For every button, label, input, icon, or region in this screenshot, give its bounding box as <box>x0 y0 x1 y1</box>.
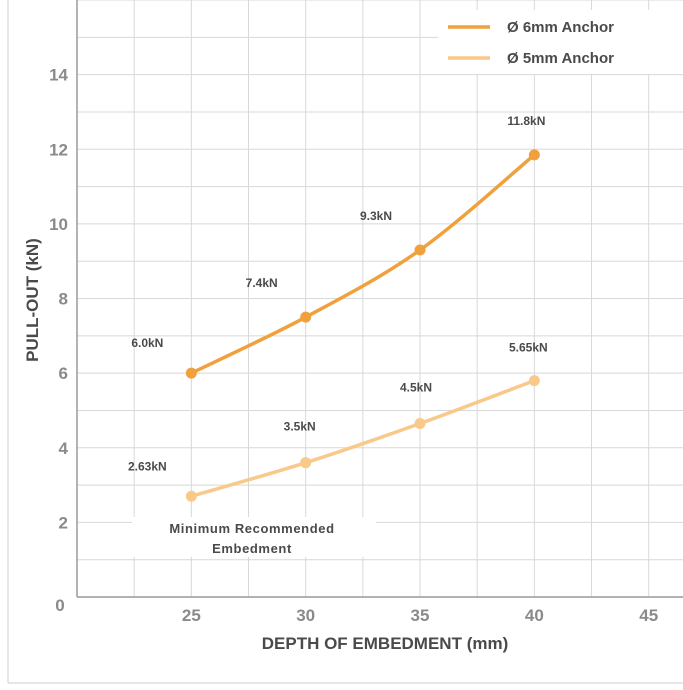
data-label-6mm: 6.0kN <box>131 336 163 350</box>
annotation-group: Minimum Recommended Embedment <box>132 517 376 557</box>
grid <box>77 0 683 597</box>
y-tick-label: 10 <box>49 215 68 234</box>
data-point-6mm <box>528 149 540 161</box>
data-label-6mm: 7.4kN <box>246 276 278 290</box>
annotation-line-2: Embedment <box>212 541 292 556</box>
y-tick-label: 14 <box>49 66 68 85</box>
data-label-5mm: 3.5kN <box>284 420 316 434</box>
legend-label-6mm: Ø 6mm Anchor <box>507 19 614 36</box>
x-axis-title: DEPTH OF EMBEDMENT (mm) <box>262 634 509 653</box>
legend-label-5mm: Ø 5mm Anchor <box>507 50 614 67</box>
data-point-5mm <box>300 457 312 469</box>
data-label-5mm: 5.65kN <box>509 341 548 355</box>
legend-background <box>438 10 683 74</box>
data-point-6mm <box>414 244 426 256</box>
series-group <box>185 149 540 502</box>
data-labels: 6.0kN 7.4kN 9.3kN 11.8kN 2.63kN 3.5kN 4.5kN 5.6… <box>128 114 548 473</box>
x-tick-label: 25 <box>182 606 201 625</box>
data-point-5mm <box>185 490 197 502</box>
axes: 2 4 6 8 10 12 14 0 25 30 35 40 45 <box>7 0 683 684</box>
legend: Ø 6mm Anchor Ø 5mm Anchor <box>438 10 683 74</box>
x-tick-label: 30 <box>296 606 315 625</box>
y-tick-label: 8 <box>59 290 68 309</box>
y-tick-label: 6 <box>59 364 68 383</box>
x-tick-label: 35 <box>411 606 430 625</box>
x-tick-label: 45 <box>639 606 658 625</box>
y-axis-title: PULL-OUT (kN) <box>23 238 42 362</box>
y-tick-label: 12 <box>49 140 68 159</box>
data-label-6mm: 11.8kN <box>507 114 545 128</box>
annotation-background <box>132 517 376 557</box>
origin-tick-label: 0 <box>55 596 64 615</box>
x-tick-label: 40 <box>525 606 544 625</box>
annotation-line-1: Minimum Recommended <box>169 521 334 536</box>
data-point-5mm <box>528 375 540 387</box>
data-point-5mm <box>414 417 426 429</box>
data-label-5mm: 2.63kN <box>128 459 167 473</box>
data-point-6mm <box>300 311 312 323</box>
data-point-6mm <box>185 367 197 379</box>
series-line-5mm <box>190 378 535 498</box>
y-tick-label: 4 <box>59 439 69 458</box>
y-tick-label: 2 <box>59 513 68 532</box>
data-label-5mm: 4.5kN <box>400 380 432 394</box>
data-label-6mm: 9.3kN <box>360 209 392 223</box>
series-line-6mm <box>190 153 536 375</box>
